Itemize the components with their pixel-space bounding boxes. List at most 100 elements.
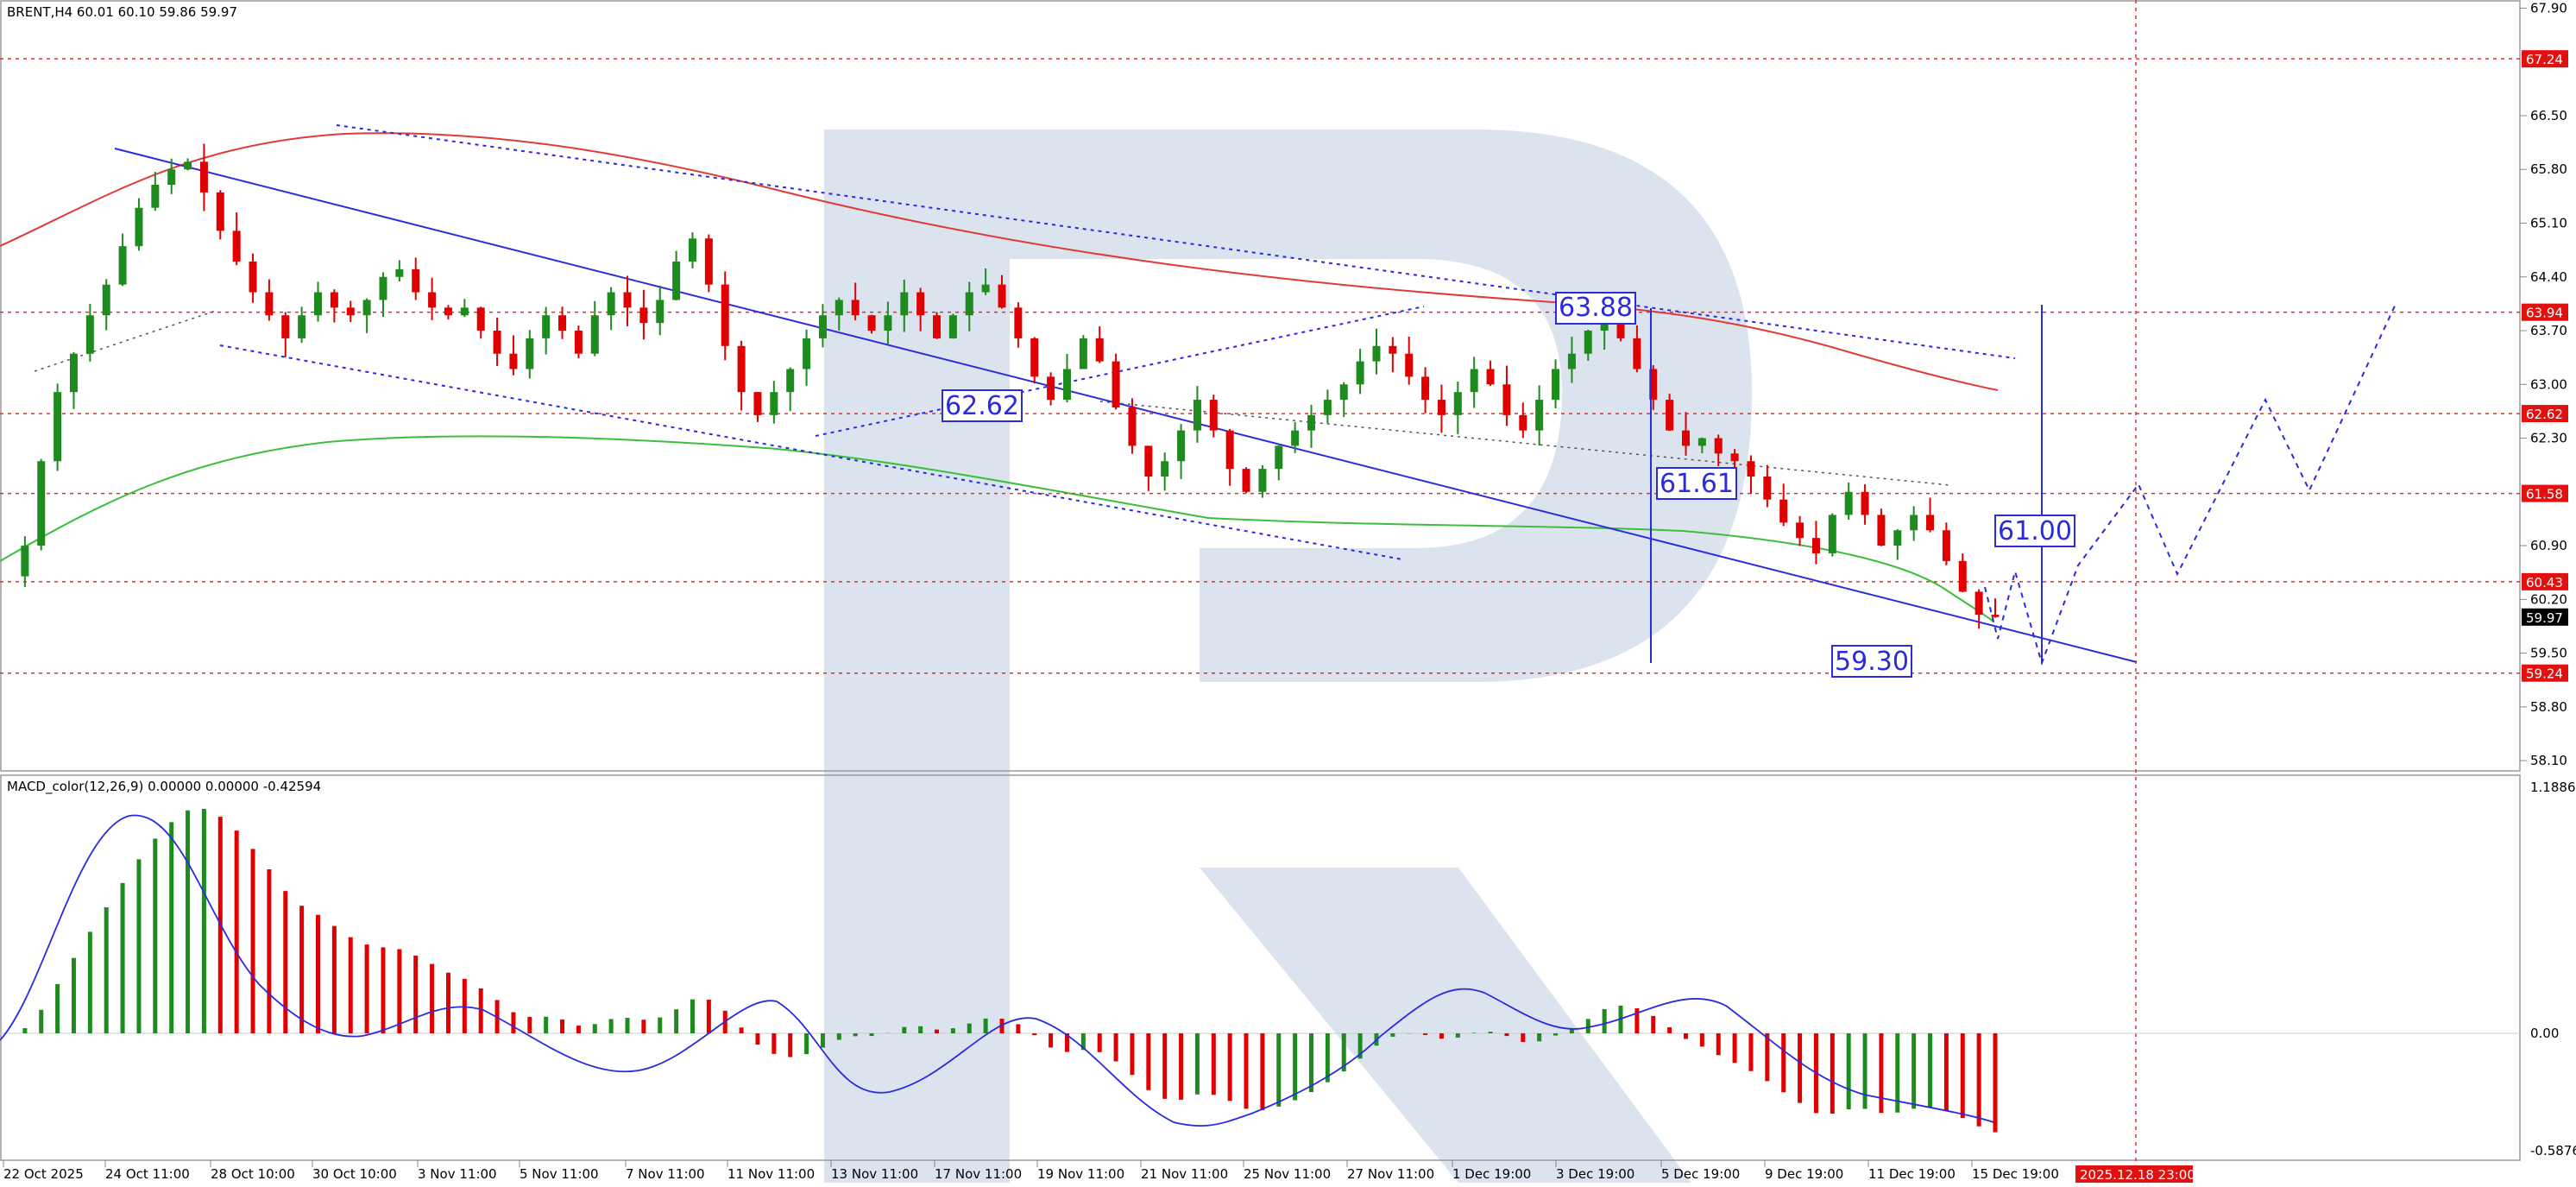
level-tag-label: 63.94: [2526, 306, 2563, 321]
price-axis: 67.24 63.94 62.62 61.58 60.43 59.24 67.90 66.50…: [2520, 0, 2568, 768]
candle-bear: [1861, 491, 1869, 515]
annotation-61-00-label: 61.00: [1998, 516, 2072, 546]
x-tick-label: 22 Oct 2025: [3, 1166, 84, 1182]
x-tick-label: 25 Nov 11:00: [1244, 1166, 1331, 1182]
x-tick-label: 9 Dec 19:00: [1765, 1166, 1843, 1182]
candle-bull: [1323, 400, 1332, 415]
horizontal-levels: [0, 58, 2520, 674]
candle-bull: [1535, 400, 1544, 431]
candle-bull: [1291, 430, 1300, 446]
candle-bear: [1633, 338, 1641, 369]
candle-bear: [1616, 315, 1625, 338]
candle-bull: [1453, 392, 1462, 415]
candle-bull: [981, 284, 990, 293]
candle-bull: [688, 238, 696, 262]
x-tick-label: 5 Nov 11:00: [520, 1166, 599, 1182]
candle-bear: [330, 292, 338, 308]
candle-bear: [199, 161, 208, 193]
x-tick-label: 5 Dec 19:00: [1661, 1166, 1740, 1182]
y-tick-label: 60.90: [2530, 538, 2567, 553]
channel-left-dotted: [34, 310, 217, 372]
candle-bear: [509, 353, 518, 369]
candle-bear: [916, 292, 925, 316]
candle-bull: [1356, 361, 1364, 385]
candle-bull: [362, 300, 371, 316]
candle-bear: [1405, 353, 1414, 377]
candle-bull: [965, 292, 973, 316]
macd-tick-label: 0.00: [2530, 1026, 2559, 1041]
candle-bear: [1991, 615, 2000, 617]
candle-bull: [1697, 438, 1706, 446]
candle-bull: [884, 315, 892, 331]
candle-bull: [1258, 469, 1267, 492]
annotation-63-88-label: 63.88: [1559, 293, 1633, 323]
candle-bear: [574, 331, 583, 354]
candle-bull: [1552, 369, 1560, 401]
candle-bear: [216, 192, 224, 231]
level-tag-label: 60.43: [2526, 575, 2563, 590]
candle-bear: [1389, 345, 1397, 354]
candle-bull: [1910, 515, 1918, 531]
candle-bear: [639, 307, 648, 324]
x-tick-label: 3 Nov 11:00: [418, 1166, 497, 1182]
annotation-62-62-label: 62.62: [945, 391, 1019, 421]
candle-bull: [167, 169, 176, 186]
candle-bear: [1421, 376, 1430, 401]
x-tick-label: 17 Nov 11:00: [935, 1166, 1022, 1182]
candle-bear: [1714, 438, 1723, 454]
candle-bull: [786, 369, 795, 393]
macd-header: MACD_color(12,26,9) 0.00000 0.00000 -0.4…: [7, 779, 321, 795]
candle-bull: [835, 300, 843, 316]
candle-bull: [1844, 491, 1853, 515]
candle-bull: [656, 300, 664, 324]
candle-bull: [69, 353, 78, 393]
x-tick-label: 1 Dec 19:00: [1452, 1166, 1531, 1182]
x-highlight-label: 2025.12.18 23:00: [2080, 1167, 2195, 1183]
candle-bull: [948, 315, 957, 338]
x-tick-label: 15 Dec 19:00: [1972, 1166, 2059, 1182]
candle-bear: [428, 292, 437, 308]
candle-bear: [737, 345, 746, 393]
x-tick-label: 13 Nov 11:00: [831, 1166, 918, 1182]
candle-bull: [395, 268, 404, 277]
y-tick-label: 63.00: [2530, 376, 2567, 392]
candle-bull: [102, 284, 110, 316]
candle-bear: [1144, 445, 1153, 477]
candle-bull: [526, 338, 534, 369]
x-tick-label: 27 Nov 11:00: [1347, 1166, 1434, 1182]
candle-bull: [1275, 445, 1283, 470]
candle-bull: [900, 292, 909, 316]
channel-right-dotted: [1099, 401, 1951, 486]
candle-bear: [1209, 400, 1218, 431]
annotation-61-00: 61.00: [1994, 515, 2075, 547]
level-tag-label: 59.24: [2526, 666, 2563, 682]
candle-bull: [770, 392, 778, 415]
symbol-header: BRENT,H4 60.01 60.10 59.86 59.97: [7, 4, 237, 20]
macd-axis: 1.18862 0.00 -0.58760: [2530, 780, 2576, 1159]
candle-bull: [1161, 461, 1169, 477]
candle-bull: [1828, 515, 1836, 553]
candle-bull: [54, 392, 62, 462]
candle-bull: [1193, 400, 1201, 431]
level-tag-label: 61.58: [2526, 487, 2563, 502]
candle-bear: [867, 315, 876, 331]
candle-bear: [1030, 338, 1039, 377]
channel-lower-dotted: [219, 344, 1403, 560]
candle-bear: [558, 315, 567, 331]
candle-bull: [1177, 430, 1186, 462]
candle-bear: [1877, 515, 1886, 546]
candle-bull: [37, 461, 46, 546]
macd-tick-label: -0.58760: [2530, 1143, 2576, 1159]
annotation-61-61: 61.61: [1656, 467, 1737, 500]
y-tick-label: 65.80: [2530, 161, 2567, 177]
current-price-tag: [2522, 608, 2568, 626]
candle-bear: [346, 307, 355, 316]
candle-bull: [1893, 530, 1902, 546]
level-tag: [2522, 664, 2568, 682]
candle-bear: [1649, 369, 1658, 401]
forecast-path: [1984, 301, 2397, 666]
candle-bull: [151, 185, 160, 208]
candle-bull: [1339, 384, 1348, 401]
candle-bear: [476, 307, 485, 331]
candle-bear: [1047, 376, 1055, 401]
